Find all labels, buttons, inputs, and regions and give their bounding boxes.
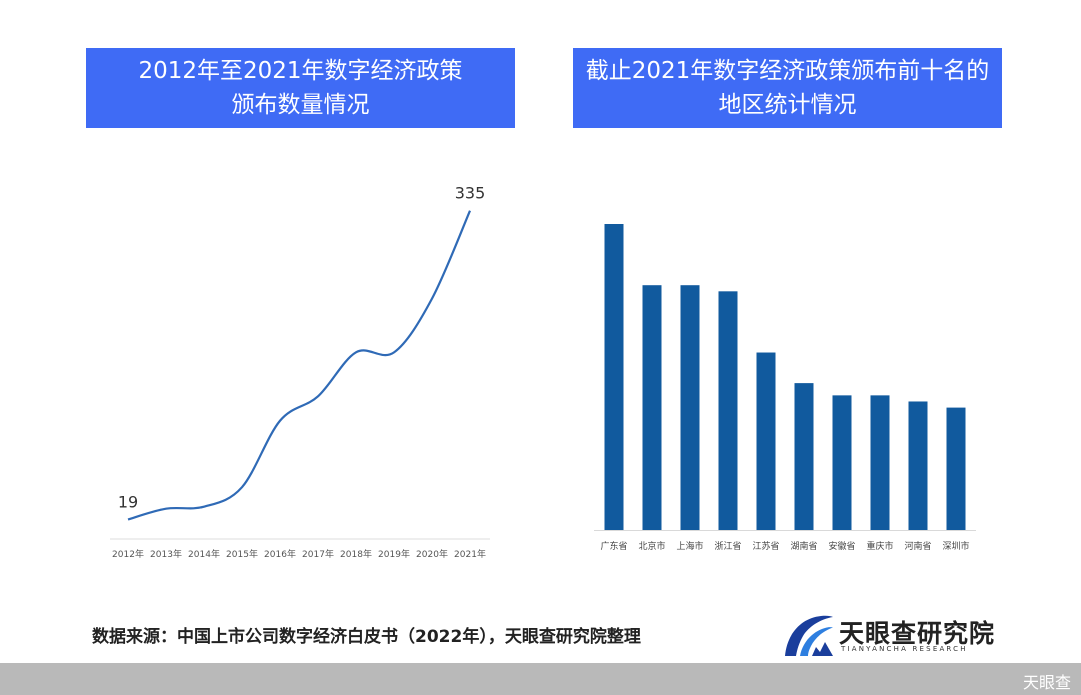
footer-brand: 天眼查 xyxy=(1022,673,1071,692)
logo-emblem-icon xyxy=(785,615,833,656)
bar xyxy=(908,401,928,530)
line-x-tick-label: 2015年 xyxy=(226,548,258,560)
bar xyxy=(718,291,738,530)
bar-category-label: 浙江省 xyxy=(714,540,741,552)
bar xyxy=(946,407,966,530)
line-x-tick-label: 2019年 xyxy=(378,548,410,560)
bar-category-label: 河南省 xyxy=(904,540,931,552)
bar-category-label: 北京市 xyxy=(638,540,665,552)
line-data-label-first: 19 xyxy=(118,492,138,511)
bar xyxy=(794,383,814,530)
bar xyxy=(870,395,890,530)
line-x-tick-label: 2016年 xyxy=(264,548,296,560)
left-chart-title: 2012年至2021年数字经济政策 颁布数量情况 xyxy=(86,48,515,128)
bar-category-label: 重庆市 xyxy=(866,540,893,552)
logo-subtitle: TIANYANCHA RESEARCH xyxy=(841,645,968,653)
bar-category-label: 湖南省 xyxy=(790,540,817,552)
logo-name: 天眼查研究院 xyxy=(839,619,996,648)
line-data-label-last: 335 xyxy=(455,184,486,203)
footer-bar: 天眼查 xyxy=(0,663,1081,695)
line-x-tick-label: 2021年 xyxy=(454,548,486,560)
tianyancha-research-logo: 天眼查研究院 TIANYANCHA RESEARCH xyxy=(783,612,1003,658)
bar-category-label: 广东省 xyxy=(600,540,627,552)
left-title-line1: 2012年至2021年数字经济政策 xyxy=(138,58,463,84)
bar xyxy=(604,224,624,530)
bar-category-label: 深圳市 xyxy=(942,540,969,552)
bar xyxy=(680,285,700,530)
bar xyxy=(832,395,852,530)
left-title-line2: 颁布数量情况 xyxy=(231,92,370,118)
line-x-tick-label: 2013年 xyxy=(150,548,182,560)
right-title-line1: 截止2021年数字经济政策颁布前十名的 xyxy=(585,58,990,84)
line-x-tick-label: 2020年 xyxy=(416,548,448,560)
bar xyxy=(642,285,662,530)
right-title-line2: 地区统计情况 xyxy=(718,92,857,118)
right-chart-title: 截止2021年数字经济政策颁布前十名的 地区统计情况 xyxy=(573,48,1002,128)
line-x-tick-label: 2017年 xyxy=(302,548,334,560)
line-series xyxy=(127,210,472,521)
bar-category-label: 安徽省 xyxy=(828,540,855,552)
bar-category-label: 江苏省 xyxy=(752,540,779,552)
data-source-note: 数据来源：中国上市公司数字经济白皮书（2022年），天眼查研究院整理 xyxy=(92,627,641,647)
bar xyxy=(756,352,776,530)
line-x-tick-label: 2012年 xyxy=(112,548,144,560)
line-x-tick-label: 2014年 xyxy=(188,548,220,560)
bar-category-label: 上海市 xyxy=(676,540,703,552)
line-x-tick-label: 2018年 xyxy=(340,548,372,560)
